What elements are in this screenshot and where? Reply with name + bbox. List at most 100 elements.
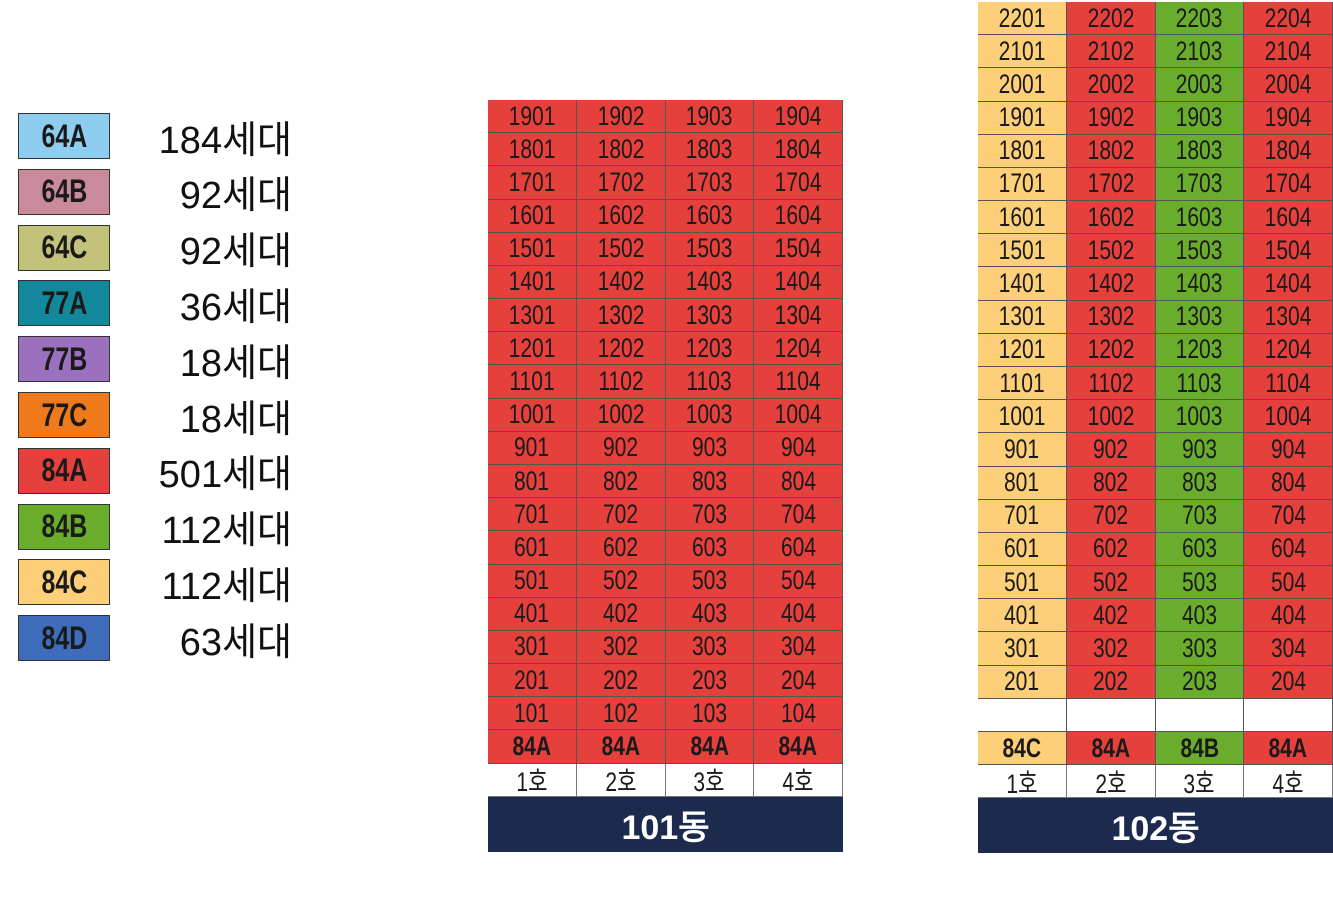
unit-cell-text: 402 — [603, 598, 639, 629]
unit-cell: 1004 — [1244, 400, 1333, 434]
unit-cell-text: 1403 — [685, 266, 733, 297]
unit-cell-text: 102 — [603, 697, 639, 728]
unit-cell-text: 201 — [514, 664, 550, 695]
unit-cell-text: 1602 — [1087, 201, 1135, 232]
unit-cell-text: 2102 — [1087, 35, 1135, 66]
unit-cell: 201 — [978, 665, 1067, 699]
unit-cell: 1202 — [576, 332, 666, 366]
type-cell: 84C — [978, 731, 1067, 766]
unit-cell-text: 1203 — [685, 332, 733, 363]
unit-cell-text: 1701 — [508, 166, 556, 197]
unit-cell: 203 — [665, 664, 755, 698]
unit-cell: 1403 — [665, 265, 755, 300]
legend-swatch-text: 77A — [41, 284, 87, 321]
legend-swatch: 77B — [18, 336, 110, 383]
unit-cell: 1703 — [665, 166, 755, 200]
unit-cell-text: 301 — [1004, 632, 1040, 663]
unit-cell: 204 — [754, 664, 843, 698]
ho-cell: 4호 — [1244, 765, 1333, 799]
unit-cell: 1201 — [978, 333, 1067, 367]
unit-cell-text: 1301 — [998, 301, 1046, 332]
unit-cell: 702 — [576, 498, 666, 532]
empty-cell — [1244, 698, 1333, 732]
unit-cell-text: 1504 — [1264, 234, 1312, 265]
unit-cell-text: 801 — [514, 465, 550, 496]
unit-cell-text: 2202 — [1087, 2, 1135, 33]
unit-cell: 801 — [978, 466, 1067, 500]
unit-cell-text: 1404 — [1264, 268, 1312, 299]
unit-cell-text: 1204 — [774, 332, 822, 363]
unit-cell-text: 602 — [603, 531, 639, 562]
type-cell-text: 84C — [1002, 732, 1042, 763]
unit-cell: 904 — [1244, 433, 1333, 467]
unit-cell: 1702 — [576, 166, 666, 200]
unit-cell: 2004 — [1244, 68, 1333, 102]
unit-cell: 702 — [1066, 499, 1156, 533]
legend-count: 112세대 — [161, 510, 292, 553]
unit-cell: 704 — [1244, 499, 1333, 533]
unit-cell-text: 601 — [1004, 533, 1040, 564]
unit-cell-text: 104 — [780, 697, 816, 728]
ho-cell: 1호 — [978, 765, 1067, 799]
unit-cell: 1602 — [1066, 201, 1156, 235]
unit-cell: 1301 — [488, 299, 577, 333]
unit-cell-text: 1504 — [774, 233, 822, 264]
unit-cell-text: 1101 — [509, 366, 555, 397]
legend-swatch-text: 84A — [41, 452, 87, 489]
unit-cell: 301 — [978, 632, 1067, 666]
type-cell-text: 84A — [778, 730, 818, 761]
unit-cell-text: 2104 — [1264, 35, 1312, 66]
unit-cell: 304 — [1244, 632, 1333, 666]
unit-cell: 401 — [488, 597, 577, 631]
unit-cell-text: 1102 — [1087, 367, 1134, 398]
unit-cell: 1503 — [1155, 234, 1245, 268]
unit-cell-text: 1304 — [1264, 301, 1312, 332]
unit-cell: 302 — [576, 630, 666, 665]
unit-cell-text: 903 — [1181, 433, 1217, 464]
unit-cell: 1104 — [1244, 366, 1333, 401]
type-cell: 84A — [1066, 731, 1156, 766]
ho-cell-text: 1호 — [1006, 768, 1038, 799]
ho-cell-text: 1호 — [516, 767, 548, 798]
unit-cell-text: 402 — [1093, 599, 1129, 630]
unit-cell-text: 1703 — [1175, 168, 1223, 199]
unit-cell: 1201 — [488, 332, 577, 366]
unit-cell-text: 502 — [1093, 566, 1129, 597]
unit-cell: 1503 — [665, 232, 755, 266]
unit-cell-text: 1904 — [1264, 102, 1312, 133]
legend-swatch: 84B — [18, 503, 110, 550]
unit-cell-text: 802 — [1093, 467, 1129, 498]
ho-cell-text: 3호 — [1183, 768, 1215, 799]
unit-cell: 2002 — [1066, 68, 1156, 102]
unit-cell: 1604 — [754, 199, 843, 233]
unit-cell-text: 1201 — [508, 332, 556, 363]
unit-cell: 1501 — [488, 232, 577, 266]
legend-swatch: 77A — [18, 280, 110, 327]
unit-cell-text: 603 — [1181, 533, 1217, 564]
unit-cell-text: 1003 — [685, 399, 733, 430]
unit-cell-text: 502 — [603, 565, 639, 596]
unit-cell: 1903 — [1155, 101, 1245, 135]
unit-cell: 1804 — [754, 133, 843, 167]
type-cell-text: 84A — [1091, 732, 1130, 763]
unit-cell: 2101 — [978, 35, 1067, 69]
unit-cell-text: 1401 — [998, 268, 1046, 299]
unit-cell-text: 1302 — [1087, 301, 1135, 332]
legend-swatch-text: 77B — [41, 340, 87, 377]
building-name: 102동 — [978, 798, 1333, 854]
type-cell: 84A — [665, 730, 755, 764]
unit-cell-text: 1004 — [1264, 400, 1312, 431]
unit-cell: 801 — [488, 464, 577, 499]
unit-cell: 2201 — [978, 2, 1067, 36]
unit-cell: 1603 — [665, 199, 755, 233]
unit-cell: 1203 — [665, 332, 755, 366]
unit-cell: 504 — [754, 564, 843, 598]
unit-cell-text: 903 — [691, 432, 727, 463]
unit-cell: 203 — [1155, 665, 1245, 699]
unit-cell: 403 — [1155, 599, 1245, 633]
unit-cell: 1402 — [576, 265, 666, 300]
unit-cell: 1001 — [978, 400, 1067, 434]
unit-cell: 903 — [1155, 433, 1245, 467]
unit-cell: 1204 — [1244, 333, 1333, 367]
